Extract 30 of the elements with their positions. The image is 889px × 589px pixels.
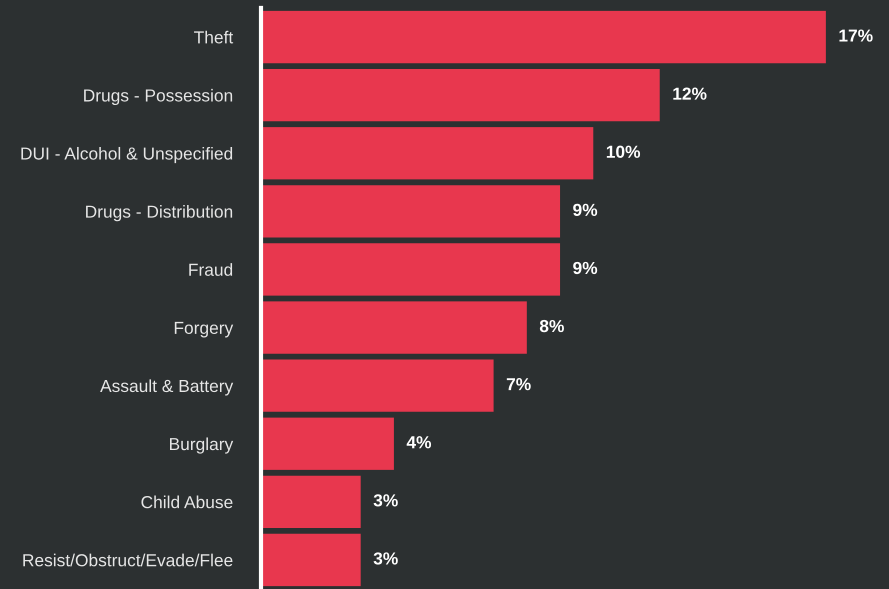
bar: [261, 418, 394, 470]
y-tick-label: Forgery: [174, 322, 234, 338]
y-tick-label: DUI - Alcohol & Unspecified: [21, 146, 232, 164]
y-tick-label: Child Abuse: [141, 496, 232, 508]
y-tick-label: Resist/Obstruct/Evade/Flee: [23, 554, 232, 566]
bar: [261, 301, 527, 354]
bar: [261, 127, 594, 180]
y-tick-label: Assault & Battery: [100, 379, 234, 396]
data-label: 10%: [606, 146, 640, 158]
data-label: 9%: [573, 262, 598, 274]
data-label: 3%: [374, 552, 398, 565]
y-tick-label: Theft: [194, 30, 234, 44]
data-label: 4%: [406, 436, 432, 448]
y-tick-label: Drugs - Distribution: [86, 205, 232, 222]
data-label: 9%: [573, 204, 598, 216]
bar: [261, 360, 494, 412]
bar: [261, 476, 361, 528]
data-label: 8%: [540, 320, 564, 332]
bar: [261, 185, 560, 238]
data-label: 7%: [506, 378, 531, 390]
data-label: 17%: [839, 29, 873, 42]
data-label: 3%: [374, 494, 398, 507]
y-tick-label: Fraud: [189, 263, 232, 276]
bar: [261, 69, 660, 122]
bar: [261, 10, 826, 64]
bar: [261, 534, 361, 586]
bar: [261, 243, 560, 296]
data-label: 12%: [673, 88, 707, 100]
y-tick-label: Drugs - Possession: [84, 88, 232, 106]
y-tick-label: Burglary: [170, 437, 234, 454]
